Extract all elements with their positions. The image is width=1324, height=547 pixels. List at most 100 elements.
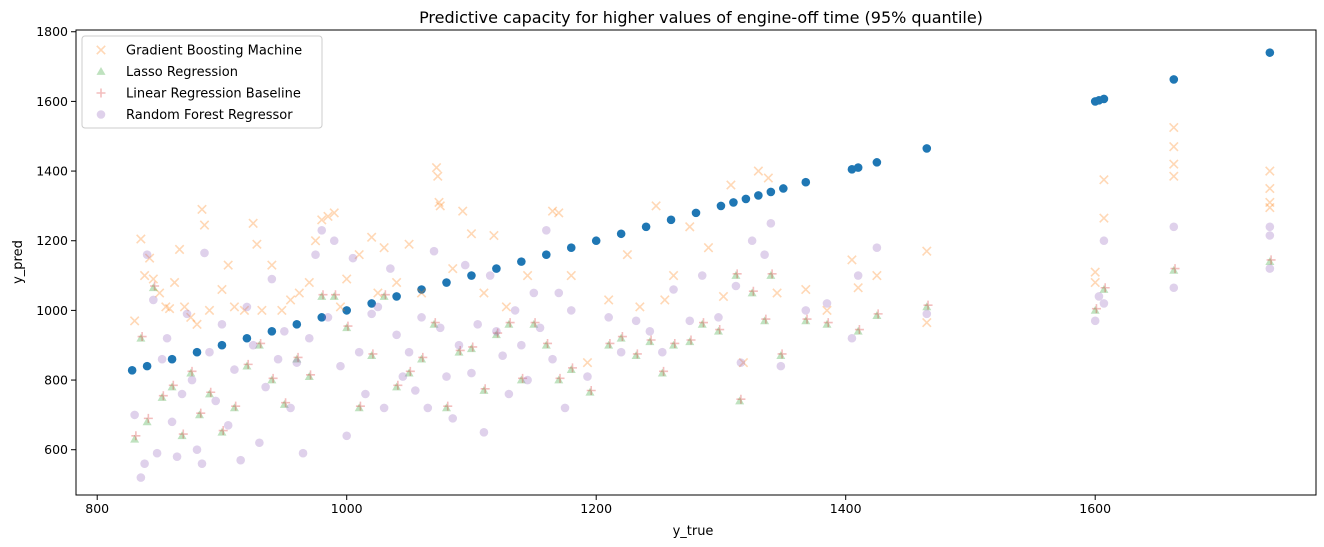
data-point-rf (230, 365, 239, 374)
data-point-gbm (566, 270, 577, 281)
data-point-gbm (285, 295, 296, 305)
data-point-identity (267, 326, 277, 336)
x-tick-label: 1200 (580, 501, 612, 516)
data-point-gbm (129, 316, 140, 326)
data-point-rf (1090, 316, 1100, 326)
data-point-rf (292, 358, 302, 367)
data-point-gbm (1265, 197, 1275, 208)
data-point-rf (149, 295, 158, 305)
data-point-gbm (294, 288, 305, 298)
data-point-gbm (174, 244, 185, 255)
data-point-rf (248, 340, 258, 350)
data-point-linear (632, 349, 642, 359)
data-point-linear (393, 380, 403, 390)
data-point-rf (261, 382, 270, 392)
data-point-lasso (685, 337, 695, 346)
data-point-lasso (1090, 305, 1100, 314)
data-point-rf (136, 473, 146, 482)
data-point-gbm (139, 270, 150, 281)
data-point-rf (566, 306, 576, 315)
series-rf (130, 219, 1275, 482)
data-point-identity (392, 292, 401, 301)
data-point-lasso (136, 333, 146, 342)
data-point-lasso (304, 372, 314, 380)
data-point-rf (872, 243, 882, 252)
x-axis-label: y_true (673, 524, 714, 539)
data-point-gbm (354, 249, 364, 260)
data-point-gbm (726, 180, 736, 190)
series-lasso (130, 257, 1275, 443)
data-point-lasso (801, 316, 811, 325)
data-point-linear (802, 314, 812, 324)
data-point-lasso (379, 291, 389, 300)
legend-label-rf: Random Forest Regressor (126, 108, 293, 123)
x-tick-label: 1600 (1079, 501, 1111, 516)
data-point-gbm (435, 201, 446, 211)
data-point-gbm (1265, 202, 1275, 213)
data-point-rf (311, 250, 320, 259)
data-point-linear (368, 349, 378, 359)
data-point-lasso (516, 375, 526, 384)
data-point-rf (142, 250, 152, 259)
data-point-gbm (447, 263, 458, 274)
data-point-gbm (1099, 213, 1109, 223)
data-point-rf (523, 375, 532, 385)
data-point-rf (460, 260, 470, 270)
data-point-lasso (1169, 265, 1179, 274)
data-point-rf (379, 403, 389, 413)
data-point-lasso (429, 319, 439, 328)
data-point-lasso (669, 340, 679, 349)
data-point-rf (404, 347, 414, 357)
data-point-rf (267, 274, 277, 284)
data-point-lasso (130, 434, 140, 443)
data-point-gbm (341, 274, 352, 284)
data-point-lasso (367, 351, 377, 360)
data-point-gbm (310, 235, 321, 246)
data-point-identity (766, 187, 776, 197)
data-point-gbm (192, 319, 202, 330)
series-gbm (129, 122, 1275, 368)
data-point-rf (473, 320, 482, 329)
data-point-rf (242, 302, 252, 312)
data-point-rf (152, 448, 162, 458)
data-point-lasso (466, 344, 476, 353)
y-tick-label: 1600 (36, 94, 68, 109)
y-tick-label: 1400 (36, 164, 68, 179)
data-point-lasso (731, 271, 741, 279)
data-point-lasso (417, 354, 427, 363)
data-point-gbm (431, 162, 442, 173)
data-point-rf (535, 323, 545, 333)
data-point-linear (748, 286, 758, 296)
data-point-rf (411, 386, 420, 395)
data-point-rf (280, 326, 289, 336)
data-point-linear (586, 386, 596, 396)
data-point-lasso (1265, 257, 1275, 266)
data-point-gbm (651, 201, 661, 211)
data-point-rf (298, 448, 308, 458)
data-point-rf (498, 351, 507, 360)
data-point-identity (853, 163, 863, 172)
data-point-rf (776, 361, 786, 371)
data-point-gbm (416, 288, 427, 298)
data-point-gbm (684, 222, 695, 232)
legend-marker-linear (96, 88, 106, 98)
series-linear (131, 255, 1276, 441)
data-point-gbm (479, 288, 489, 298)
data-point-gbm (229, 302, 240, 312)
data-point-linear (736, 394, 746, 404)
data-point-rf (187, 375, 197, 385)
data-point-identity (1265, 48, 1275, 57)
data-point-gbm (1169, 122, 1179, 133)
data-point-linear (281, 398, 291, 408)
data-point-gbm (373, 288, 383, 298)
data-point-gbm (197, 204, 207, 215)
data-point-rf (548, 354, 557, 364)
data-point-rf (504, 389, 514, 399)
data-point-gbm (404, 239, 414, 249)
data-point-lasso (454, 347, 464, 356)
data-point-identity (872, 158, 882, 167)
data-point-gbm (199, 220, 210, 230)
data-point-gbm (136, 234, 146, 244)
data-point-rf (697, 271, 707, 280)
data-point-gbm (204, 305, 215, 316)
